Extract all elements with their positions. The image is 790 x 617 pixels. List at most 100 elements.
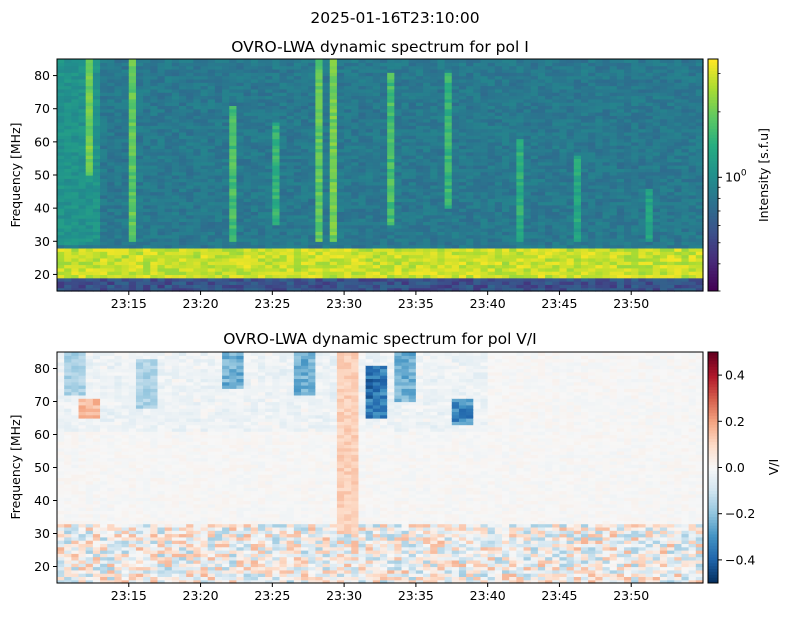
heatmap-cell — [150, 68, 159, 73]
heatmap-cell — [64, 65, 72, 70]
heatmap-cell — [164, 178, 173, 183]
heatmap-cell — [164, 68, 173, 73]
heatmap-cell — [157, 138, 166, 143]
heatmap-cell — [107, 221, 116, 226]
heatmap-cell — [114, 254, 123, 259]
heatmap-cell — [114, 237, 123, 242]
heatmap-cell — [150, 168, 159, 173]
heatmap-cell — [157, 247, 166, 252]
heatmap-cell — [64, 184, 72, 189]
heatmap-cell — [150, 224, 159, 229]
heatmap-cell — [78, 121, 87, 126]
heatmap-cell — [509, 59, 517, 63]
heatmap-cell — [100, 102, 108, 106]
heatmap-cell — [171, 145, 180, 150]
heatmap-cell — [78, 267, 87, 272]
heatmap-cell — [171, 201, 180, 206]
heatmap-cell — [121, 247, 130, 252]
heatmap-cell — [64, 241, 72, 246]
heatmap-cell — [64, 191, 72, 196]
heatmap-cell — [128, 211, 137, 216]
heatmap-cell — [64, 168, 72, 173]
heatmap-cell — [64, 108, 72, 113]
heatmap-cell — [164, 251, 173, 256]
heatmap-cell — [57, 244, 65, 249]
heatmap-cell — [135, 85, 144, 90]
heatmap-cell — [135, 151, 144, 156]
heatmap-cell — [114, 115, 123, 120]
heatmap-cell — [107, 175, 116, 179]
heatmap-cell — [128, 181, 137, 186]
heatmap-cell — [128, 228, 137, 232]
heatmap-cell — [114, 78, 123, 83]
heatmap-cell — [57, 198, 65, 203]
heatmap-cell — [92, 271, 101, 276]
heatmap-cell — [100, 82, 108, 87]
heatmap-cell — [92, 155, 101, 160]
heatmap-cell — [100, 108, 108, 113]
heatmap-cell — [57, 181, 65, 186]
heatmap-cell — [329, 59, 338, 63]
heatmap-cell — [100, 125, 108, 130]
heatmap-cell — [135, 88, 144, 93]
heatmap-cell — [164, 287, 173, 292]
heatmap-cell — [128, 118, 137, 123]
heatmap-cell — [71, 72, 80, 77]
heatmap-cell — [107, 155, 116, 160]
heatmap-cell — [100, 171, 108, 176]
heatmap-cell — [143, 161, 151, 166]
heatmap-cell — [236, 59, 245, 63]
heatmap-cell — [57, 214, 65, 219]
heatmap-cell — [71, 75, 80, 80]
heatmap-cell — [64, 148, 72, 153]
heatmap-cell — [135, 72, 144, 77]
heatmap-cell — [78, 171, 87, 176]
heatmap-cell — [78, 155, 87, 160]
heatmap-cell — [157, 151, 166, 156]
heatmap-cell — [57, 221, 65, 226]
heatmap-cell — [150, 82, 159, 87]
heatmap-cell — [100, 287, 108, 292]
heatmap-cell — [143, 247, 151, 252]
heatmap-cell — [107, 264, 116, 269]
heatmap-cell — [164, 264, 173, 269]
heatmap-cell — [92, 254, 101, 259]
heatmap-cell — [150, 247, 159, 252]
heatmap-cell — [164, 161, 173, 166]
heatmap-cell — [114, 247, 123, 252]
heatmap-cell — [71, 125, 80, 130]
heatmap-cell — [92, 178, 101, 183]
heatmap-cell — [57, 85, 65, 90]
heatmap-cell — [57, 175, 65, 179]
heatmap-cell — [92, 274, 101, 279]
heatmap-cell — [128, 277, 137, 282]
heatmap-cell — [143, 165, 151, 169]
heatmap-cell — [64, 287, 72, 292]
heatmap-cell — [128, 274, 137, 279]
heatmap-cell — [164, 92, 173, 97]
heatmap-cell — [387, 59, 395, 63]
heatmap-cell — [150, 135, 159, 140]
heatmap-cell — [92, 261, 101, 266]
heatmap-cell — [157, 228, 166, 232]
heatmap-cell — [107, 65, 116, 70]
heatmap-cell — [71, 155, 80, 160]
heatmap-cell — [57, 105, 65, 110]
heatmap-cell — [78, 214, 87, 219]
heatmap-cell — [92, 141, 101, 146]
heatmap-cell — [272, 59, 281, 63]
heatmap-cell — [57, 247, 65, 252]
heatmap-cell — [121, 125, 130, 130]
heatmap-cell — [78, 184, 87, 189]
heatmap-cell — [100, 158, 108, 163]
heatmap-cell — [135, 115, 144, 120]
heatmap-cell — [71, 131, 80, 136]
heatmap-cell — [128, 108, 137, 113]
heatmap-cell — [164, 267, 173, 272]
heatmap-cell — [78, 65, 87, 70]
heatmap-cell — [171, 208, 180, 213]
heatmap-cell — [171, 165, 180, 169]
heatmap-cell — [157, 257, 166, 262]
heatmap-cell — [107, 224, 116, 229]
heatmap-cell — [150, 211, 159, 216]
